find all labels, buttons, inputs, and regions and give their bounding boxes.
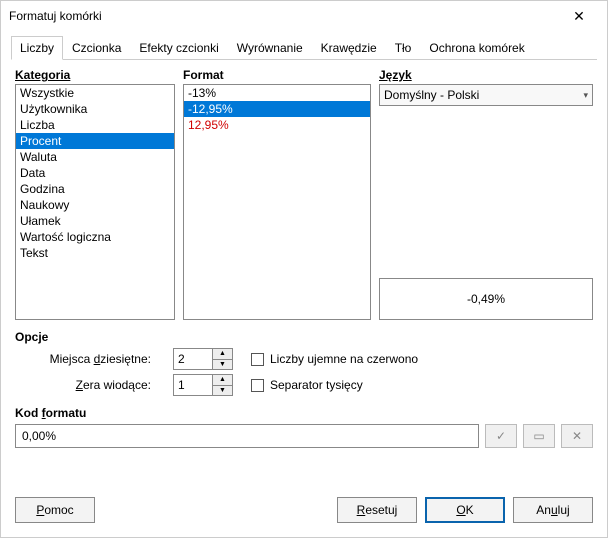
tab-tło[interactable]: Tło: [386, 36, 421, 60]
spin-up-icon[interactable]: ▲: [213, 375, 232, 386]
list-item[interactable]: Tekst: [16, 245, 174, 261]
list-item[interactable]: -12,95%: [184, 101, 370, 117]
list-item[interactable]: 12,95%: [184, 117, 370, 133]
list-item[interactable]: Ułamek: [16, 213, 174, 229]
delete-icon: ✕: [572, 429, 582, 443]
tab-liczby[interactable]: Liczby: [11, 36, 63, 60]
tab-wyrównanie[interactable]: Wyrównanie: [228, 36, 312, 60]
tab-czcionka[interactable]: Czcionka: [63, 36, 130, 60]
spin-down-icon[interactable]: ▼: [213, 386, 232, 396]
list-item[interactable]: Liczba: [16, 117, 174, 133]
format-preview: -0,49%: [379, 278, 593, 320]
neg-red-checkbox[interactable]: Liczby ujemne na czerwono: [251, 352, 418, 366]
tab-strip: LiczbyCzcionkaEfekty czcionkiWyrównanieK…: [11, 35, 597, 60]
ok-button[interactable]: OK: [425, 497, 505, 523]
format-label: Format: [183, 68, 371, 82]
language-value: Domyślny - Polski: [384, 88, 479, 102]
thou-sep-checkbox[interactable]: Separator tysięcy: [251, 378, 363, 392]
format-code-input[interactable]: 0,00%: [15, 424, 479, 448]
tab-krawędzie[interactable]: Krawędzie: [312, 36, 386, 60]
list-item[interactable]: Naukowy: [16, 197, 174, 213]
dialog-content: Kategoria WszystkieUżytkownikaLiczbaProc…: [1, 60, 607, 448]
decimals-input[interactable]: [174, 349, 212, 369]
dialog-footer: Pomoc Resetuj OK Anuluj: [15, 497, 593, 523]
tab-efekty-czcionki[interactable]: Efekty czcionki: [130, 36, 227, 60]
zeros-input[interactable]: [174, 375, 212, 395]
chevron-down-icon: ▾: [583, 90, 588, 101]
list-item[interactable]: Użytkownika: [16, 101, 174, 117]
help-button[interactable]: Pomoc: [15, 497, 95, 523]
zeros-spinner[interactable]: ▲▼: [173, 374, 233, 396]
titlebar: Formatuj komórki ✕: [1, 1, 607, 31]
decimals-spinner[interactable]: ▲▼: [173, 348, 233, 370]
check-icon: ✓: [496, 429, 506, 443]
edit-note-button[interactable]: ▭: [523, 424, 555, 448]
reset-button[interactable]: Resetuj: [337, 497, 417, 523]
list-item[interactable]: Procent: [16, 133, 174, 149]
options-label: Opcje: [15, 330, 593, 344]
window-title: Formatuj komórki: [9, 9, 559, 23]
cancel-button[interactable]: Anuluj: [513, 497, 593, 523]
dialog-window: Formatuj komórki ✕ LiczbyCzcionkaEfekty …: [0, 0, 608, 538]
category-label: Kategoria: [15, 68, 70, 82]
list-item[interactable]: Wszystkie: [16, 85, 174, 101]
checkbox-box: [251, 379, 264, 392]
spin-up-icon[interactable]: ▲: [213, 349, 232, 360]
zeros-label: Zera wiodące:: [15, 378, 155, 392]
format-code-label: Kod formatu: [15, 406, 593, 420]
list-item[interactable]: Wartość logiczna: [16, 229, 174, 245]
neg-red-label: Liczby ujemne na czerwono: [270, 352, 418, 366]
apply-code-button[interactable]: ✓: [485, 424, 517, 448]
spin-down-icon[interactable]: ▼: [213, 360, 232, 370]
format-listbox[interactable]: -13%-12,95%12,95%: [183, 84, 371, 320]
thou-sep-label: Separator tysięcy: [270, 378, 363, 392]
preview-value: -0,49%: [467, 292, 505, 306]
list-item[interactable]: Data: [16, 165, 174, 181]
note-icon: ▭: [533, 429, 544, 443]
close-icon[interactable]: ✕: [559, 8, 599, 25]
tab-ochrona-komórek[interactable]: Ochrona komórek: [420, 36, 533, 60]
language-dropdown[interactable]: Domyślny - Polski ▾: [379, 84, 593, 106]
decimals-label: Miejsca dziesiętne:: [15, 352, 155, 366]
format-code-value: 0,00%: [22, 429, 56, 443]
list-item[interactable]: Godzina: [16, 181, 174, 197]
list-item[interactable]: Waluta: [16, 149, 174, 165]
category-listbox[interactable]: WszystkieUżytkownikaLiczbaProcentWalutaD…: [15, 84, 175, 320]
delete-code-button[interactable]: ✕: [561, 424, 593, 448]
language-label: Język: [379, 68, 412, 82]
checkbox-box: [251, 353, 264, 366]
list-item[interactable]: -13%: [184, 85, 370, 101]
